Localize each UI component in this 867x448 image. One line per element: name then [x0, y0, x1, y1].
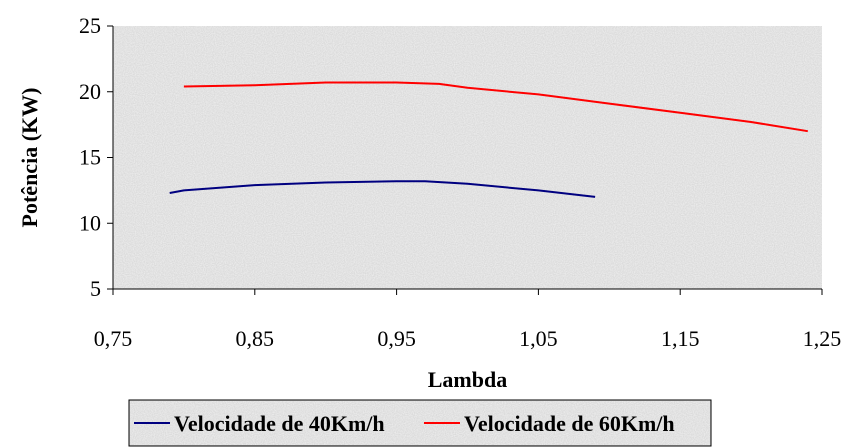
y-tick-label: 20 — [79, 79, 101, 104]
legend-label-series-1: Velocidade de 40Km/h — [174, 411, 385, 436]
y-axis-title: Potência (KW) — [17, 88, 42, 228]
y-tick-label: 25 — [79, 13, 101, 38]
series-line-1 — [169, 180, 596, 198]
series-layer — [169, 81, 808, 198]
x-tick-label: 0,85 — [236, 326, 275, 351]
series-line-2 — [183, 81, 808, 133]
tick-labels: 5 10 15 20 25 0,75 0,85 0,95 1,05 1,15 1,25 — [79, 13, 841, 351]
legend: Velocidade de 40Km/h Velocidade de 60Km/… — [128, 399, 712, 447]
x-tick-label: 1,05 — [519, 326, 558, 351]
x-tick-label: 1,25 — [803, 326, 842, 351]
legend-box-texture — [130, 401, 710, 445]
legend-label-series-2: Velocidade de 60Km/h — [464, 411, 675, 436]
y-tick-label: 10 — [79, 210, 101, 235]
x-axis-title: Lambda — [428, 367, 507, 392]
y-tick-label: 15 — [79, 145, 101, 170]
plot-area — [113, 26, 822, 289]
x-tick-label: 0,75 — [94, 326, 133, 351]
axes — [107, 25, 823, 295]
x-tick-label: 0,95 — [377, 326, 416, 351]
x-tick-label: 1,15 — [661, 326, 700, 351]
plot-background-texture — [113, 26, 822, 289]
y-tick-label: 5 — [90, 276, 101, 301]
